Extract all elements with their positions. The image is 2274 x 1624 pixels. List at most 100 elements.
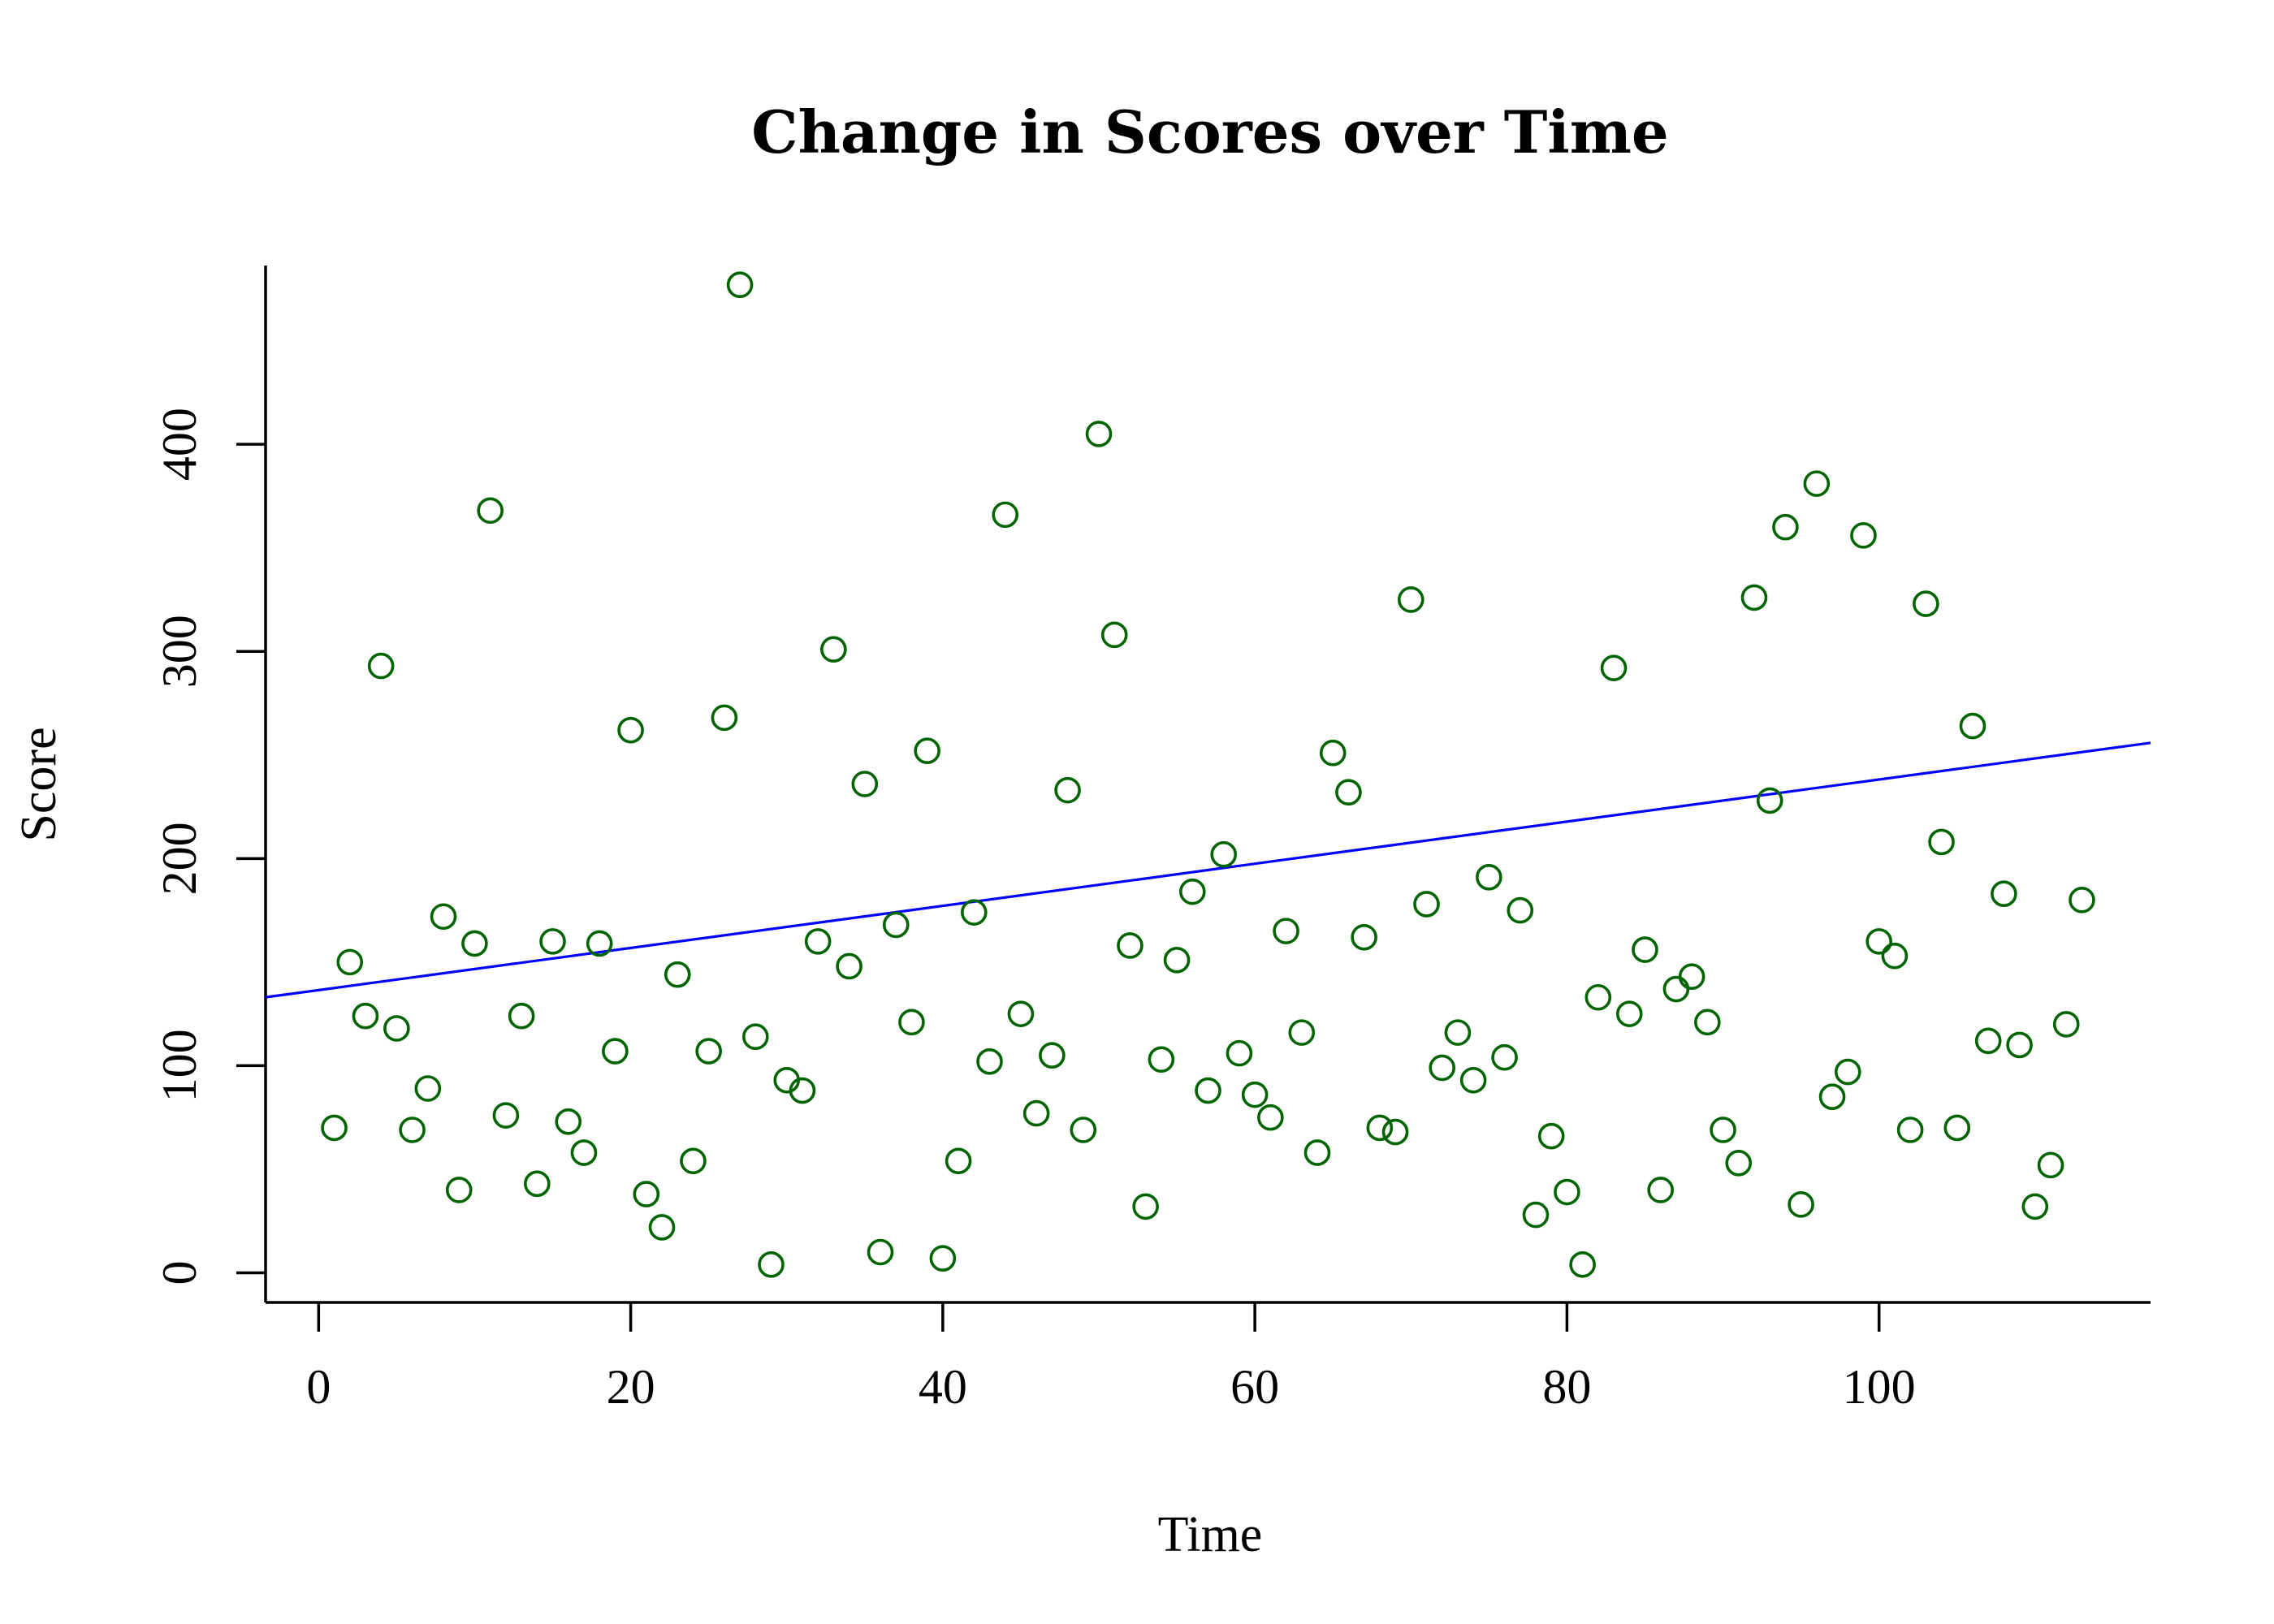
data-point [1615, 1000, 1643, 1027]
data-point [1022, 1099, 1050, 1127]
data-point [664, 961, 691, 988]
data-point [1818, 1083, 1846, 1110]
data-point [680, 1147, 707, 1175]
y-tick-label: 200 [153, 822, 206, 895]
data-point [414, 1075, 442, 1102]
data-point [1007, 1000, 1035, 1027]
x-tick-label: 60 [1230, 1360, 1279, 1414]
data-point [1070, 1116, 1097, 1143]
x-tick-label: 100 [1843, 1360, 1916, 1414]
x-tick-label: 0 [306, 1360, 331, 1414]
data-point [1991, 880, 2017, 907]
data-point [1943, 1114, 1971, 1142]
data-point [1632, 936, 1658, 963]
data-point [1896, 1116, 1924, 1143]
data-point [1803, 470, 1831, 497]
data-point [555, 1108, 582, 1135]
y-tick-label: 0 [153, 1261, 206, 1285]
data-point [1476, 863, 1502, 891]
data-point [367, 652, 395, 680]
data-point [1195, 1077, 1221, 1104]
data-point [1413, 891, 1440, 918]
data-point [1335, 779, 1362, 806]
data-point [461, 930, 488, 957]
x-tick-label: 20 [607, 1360, 655, 1414]
data-point [820, 636, 847, 663]
data-point [399, 1116, 426, 1143]
data-point [1366, 1114, 1394, 1142]
data-point [336, 948, 364, 976]
data-point [2021, 1193, 2049, 1220]
data-point [1710, 1116, 1736, 1143]
data-point [1881, 942, 1909, 970]
data-point [1257, 1104, 1284, 1131]
data-point [1241, 1081, 1269, 1108]
data-point [726, 271, 754, 299]
data-point [1429, 1054, 1456, 1082]
y-axis-label: Score [11, 727, 67, 841]
data-point [1913, 590, 1939, 617]
data-point [1397, 586, 1424, 613]
data-point [1678, 963, 1706, 991]
data-point [836, 952, 862, 980]
y-axis-ticks: 0 100 200 300 400 [153, 408, 266, 1285]
data-point [524, 1170, 551, 1198]
data-point [804, 928, 832, 955]
data-point [1584, 983, 1612, 1011]
data-point [1444, 1019, 1472, 1046]
data-point [492, 1102, 520, 1129]
data-point [711, 704, 738, 732]
data-point [1959, 712, 1987, 740]
data-point [508, 1002, 535, 1030]
data-point [960, 899, 988, 926]
data-point [1163, 947, 1191, 974]
data-point [1928, 828, 1955, 856]
plot-area: 0 20 40 60 80 100 0 100 200 300 400 [153, 266, 2151, 1414]
data-point [586, 930, 613, 957]
data-point [1756, 787, 1783, 814]
y-tick-label: 100 [153, 1029, 206, 1102]
data-points [321, 271, 2095, 1278]
data-point [1054, 776, 1081, 804]
data-point [898, 1009, 925, 1036]
data-point [352, 1002, 379, 1030]
data-point [1039, 1042, 1066, 1069]
data-point [1725, 1150, 1753, 1177]
y-tick-label: 400 [153, 408, 206, 481]
data-point [1834, 1058, 1861, 1086]
data-point [1273, 918, 1299, 944]
data-point [1148, 1046, 1175, 1073]
data-point [867, 1238, 894, 1266]
data-point [1288, 1019, 1316, 1046]
data-point [1740, 584, 1768, 611]
data-point [1694, 1009, 1721, 1036]
x-axis-ticks: 0 20 40 60 80 100 [306, 1302, 1916, 1414]
data-point [758, 1251, 785, 1278]
data-point [695, 1038, 722, 1065]
data-point [914, 737, 940, 764]
data-point [1662, 975, 1690, 1003]
data-point [1351, 923, 1377, 951]
data-point [1459, 1066, 1487, 1094]
data-point [648, 1214, 676, 1241]
data-point [633, 1181, 660, 1207]
data-point [851, 771, 879, 797]
data-point [430, 903, 457, 931]
data-point [570, 1139, 598, 1166]
data-point [1865, 928, 1892, 955]
data-point [1974, 1027, 2002, 1055]
data-point [2037, 1151, 2064, 1179]
data-point [789, 1077, 816, 1104]
data-point [1522, 1201, 1550, 1229]
data-point [2052, 1011, 2080, 1038]
x-tick-label: 80 [1542, 1360, 1591, 1414]
data-point [602, 1038, 629, 1065]
data-point [1303, 1139, 1331, 1166]
data-point [1117, 932, 1143, 959]
data-point [2069, 887, 2095, 914]
y-tick-label: 300 [153, 615, 206, 688]
data-point [617, 716, 644, 744]
data-point [1178, 878, 1206, 905]
data-point [1772, 513, 1799, 541]
data-point [445, 1177, 473, 1203]
